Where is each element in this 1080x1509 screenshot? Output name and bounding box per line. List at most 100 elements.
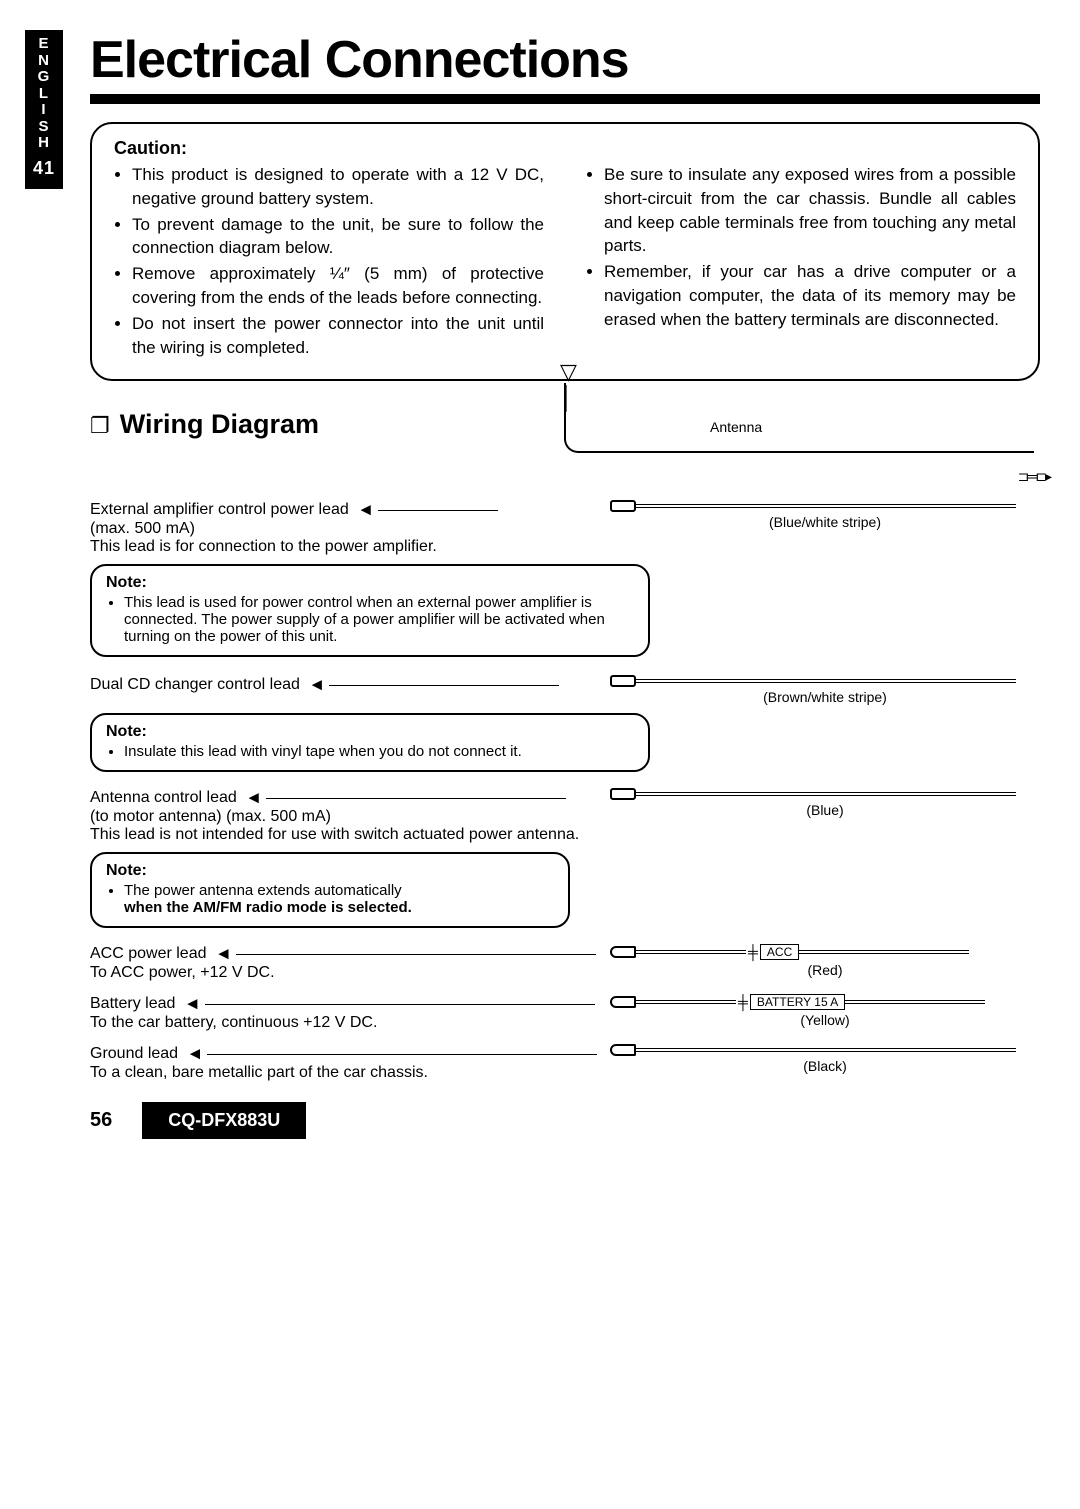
note-heading: Note:	[106, 723, 634, 741]
lead-sub: (to motor antenna) (max. 500 mA)	[90, 808, 331, 825]
wire-color: (Blue/white stripe)	[610, 514, 1040, 530]
lead-title: ACC power lead	[90, 946, 207, 963]
connector-icon	[610, 675, 636, 687]
lead-ground: Ground lead ◄ To a clean, bare metallic …	[90, 1044, 1040, 1082]
note-line: The power antenna extends automatically	[124, 882, 402, 899]
language-tab: E N G L I S H 41	[25, 30, 63, 189]
wire-line	[636, 792, 1016, 796]
caution-item: This product is designed to operate with…	[132, 163, 544, 211]
wire-color: (Yellow)	[610, 1012, 1040, 1028]
lead-desc: This lead is for connection to the power…	[90, 538, 437, 555]
pointer-line	[266, 798, 566, 799]
arrow-icon: ◄	[215, 944, 232, 964]
lead-dual-cd: Dual CD changer control lead ◄ (Brown/wh…	[90, 675, 1040, 705]
lang-letter: I	[25, 102, 63, 119]
wire-connector	[610, 788, 1040, 800]
wire-line	[636, 1000, 736, 1004]
lead-sub: (max. 500 mA)	[90, 520, 195, 537]
language-letters: E N G L I S H	[25, 36, 63, 152]
connector-icon	[610, 500, 636, 512]
pointer-line	[205, 1004, 595, 1005]
arrow-icon: ◄	[184, 994, 201, 1014]
note-line-bold: when the AM/FM radio mode is selected.	[124, 899, 412, 916]
lead-battery: Battery lead ◄ To the car battery, conti…	[90, 994, 1040, 1032]
note-heading: Note:	[106, 862, 554, 880]
lead-title: Dual CD changer control lead	[90, 677, 300, 694]
caution-item: To prevent damage to the unit, be sure t…	[132, 213, 544, 261]
note-box-antenna: Note: The power antenna extends automati…	[90, 852, 570, 928]
caution-item: Do not insert the power connector into t…	[132, 312, 544, 360]
wire-color: (Red)	[610, 962, 1040, 978]
caution-item: Be sure to insulate any exposed wires fr…	[604, 163, 1016, 258]
antenna-plug-icon: ⊐═⊏▸	[1018, 468, 1050, 485]
wire-color: (Brown/white stripe)	[610, 689, 1040, 705]
wire-line	[636, 679, 1016, 683]
wire-line	[636, 950, 746, 954]
lead-desc: To a clean, bare metallic part of the ca…	[90, 1064, 428, 1081]
page-title: Electrical Connections	[90, 30, 1040, 90]
pointer-line	[329, 685, 559, 686]
lead-title: Ground lead	[90, 1046, 178, 1063]
antenna-diagram: ▽│ Antenna ⊐═⊏▸	[560, 359, 1040, 479]
note-text: This lead is used for power control when…	[124, 594, 634, 645]
title-rule	[90, 94, 1040, 104]
antenna-wire	[564, 383, 1034, 453]
caution-col-left: This product is designed to operate with…	[114, 163, 544, 361]
lang-letter: L	[25, 86, 63, 103]
connector-icon	[610, 1044, 636, 1056]
wire-color: (Blue)	[610, 802, 1040, 818]
antenna-label: Antenna	[710, 419, 762, 435]
wire-line	[845, 1000, 985, 1004]
arrow-icon: ◄	[308, 675, 325, 695]
wire-connector	[610, 675, 1040, 687]
wire-line	[636, 1048, 1016, 1052]
caution-item: Remember, if your car has a drive comput…	[604, 260, 1016, 331]
fuse-icon: ╪	[748, 944, 758, 960]
lead-desc: To the car battery, continuous +12 V DC.	[90, 1014, 377, 1031]
caution-col-right: Be sure to insulate any exposed wires fr…	[586, 163, 1016, 361]
wire-connector: ╪ACC	[610, 944, 1040, 960]
note-text: Insulate this lead with vinyl tape when …	[124, 743, 634, 760]
arrow-icon: ◄	[187, 1044, 204, 1064]
note-heading: Note:	[106, 574, 634, 592]
lead-desc: To ACC power, +12 V DC.	[90, 964, 275, 981]
wire-line	[799, 950, 969, 954]
lang-letter: S	[25, 119, 63, 136]
pointer-line	[378, 510, 498, 511]
fuse-label: BATTERY 15 A	[750, 994, 845, 1010]
lang-letter: E	[25, 36, 63, 53]
footer-page-number: 56	[90, 1109, 112, 1132]
connector-icon	[610, 946, 636, 958]
note-box-ext-amp: Note: This lead is used for power contro…	[90, 564, 650, 657]
wire-connector	[610, 500, 1040, 512]
arrow-icon: ◄	[245, 788, 262, 808]
wire-connector	[610, 1044, 1040, 1056]
lead-acc: ACC power lead ◄ To ACC power, +12 V DC.…	[90, 944, 1040, 982]
wire-color: (Black)	[610, 1058, 1040, 1074]
wire-connector: ╪BATTERY 15 A	[610, 994, 1040, 1010]
caution-item: Remove approximately ¼″ (5 mm) of protec…	[132, 262, 544, 310]
connector-icon	[610, 996, 636, 1008]
lang-letter: H	[25, 135, 63, 152]
note-box-dual-cd: Note: Insulate this lead with vinyl tape…	[90, 713, 650, 772]
arrow-icon: ◄	[357, 500, 374, 520]
lead-title: Battery lead	[90, 996, 175, 1013]
caution-heading: Caution:	[114, 138, 1016, 159]
lang-letter: G	[25, 69, 63, 86]
pointer-line	[236, 954, 596, 955]
fuse-icon: ╪	[738, 994, 748, 1010]
wire-line	[636, 504, 1016, 508]
lead-external-amp: External amplifier control power lead ◄ …	[90, 500, 1040, 556]
lang-letter: N	[25, 53, 63, 70]
caution-box: Caution: This product is designed to ope…	[90, 122, 1040, 381]
note-text: The power antenna extends automatically …	[124, 882, 554, 916]
lead-antenna-control: Antenna control lead ◄ (to motor antenna…	[90, 788, 1040, 844]
fuse-label: ACC	[760, 944, 799, 960]
lead-desc: This lead is not intended for use with s…	[90, 826, 579, 843]
page-footer: 56 CQ-DFX883U	[90, 1102, 1040, 1139]
connector-icon	[610, 788, 636, 800]
footer-model: CQ-DFX883U	[142, 1102, 306, 1139]
pointer-line	[207, 1054, 597, 1055]
lead-title: Antenna control lead	[90, 790, 237, 807]
side-page-number: 41	[25, 158, 63, 179]
